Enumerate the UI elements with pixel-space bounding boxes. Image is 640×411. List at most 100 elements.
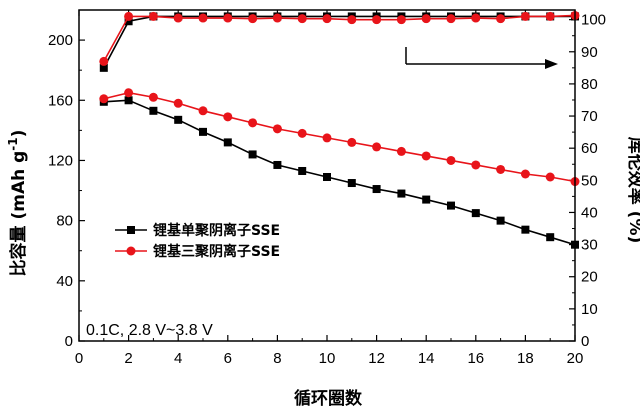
black-capacity-point xyxy=(471,209,480,218)
red-capacity-point xyxy=(148,92,158,102)
red-efficiency-point xyxy=(446,14,456,24)
black-capacity-point xyxy=(347,179,356,188)
red-capacity-point xyxy=(173,98,183,108)
red-capacity-point xyxy=(372,142,382,152)
red-efficiency-point xyxy=(471,13,481,23)
red-capacity-point xyxy=(223,112,233,122)
x-tick-label: 4 xyxy=(174,350,182,367)
red-efficiency-point xyxy=(124,11,134,21)
legend-marker-circle xyxy=(126,246,136,256)
black-capacity-point xyxy=(422,195,431,204)
legend-label-black: 锂基单聚阴离子SSE xyxy=(153,222,280,239)
x-tick-label: 6 xyxy=(224,350,232,367)
x-tick-label: 8 xyxy=(273,350,281,367)
left-y-tick-label: 160 xyxy=(48,92,73,109)
red-capacity-point xyxy=(545,172,555,182)
red-capacity-point xyxy=(198,106,208,116)
red-efficiency-point xyxy=(173,13,183,23)
left-y-axis-title: 比容量 (mAh g-1) xyxy=(6,130,29,277)
red-efficiency-point xyxy=(347,15,357,25)
red-efficiency-point xyxy=(421,14,431,24)
left-y-tick-label: 200 xyxy=(48,32,73,49)
red-capacity-point xyxy=(347,137,357,147)
condition-annotation: 0.1C, 2.8 V~3.8 V xyxy=(86,322,213,339)
left-y-tick-label: 80 xyxy=(56,213,73,230)
legend-marker-square xyxy=(127,226,135,234)
left-y-tick-label: 40 xyxy=(56,273,73,290)
black-capacity-point xyxy=(546,233,555,242)
red-efficiency-point xyxy=(545,11,555,21)
black-capacity-point xyxy=(223,138,232,147)
black-capacity-point xyxy=(521,225,530,234)
x-axis-title: 循环圈数 xyxy=(294,388,363,409)
red-capacity-point xyxy=(421,151,431,161)
red-efficiency-point xyxy=(396,15,406,25)
black-capacity-line xyxy=(103,99,576,246)
legend-label-red: 锂基三聚阴离子SSE xyxy=(153,243,280,260)
red-efficiency-point xyxy=(496,14,506,24)
black-capacity-point xyxy=(397,189,406,198)
right-y-tick-label: 100 xyxy=(581,12,606,29)
series-layer xyxy=(99,10,580,249)
right-y-tick-label: 60 xyxy=(581,140,598,157)
black-capacity-point xyxy=(323,173,331,182)
red-efficiency-point xyxy=(148,11,158,21)
red-efficiency-point xyxy=(198,13,208,23)
left-y-axis-title-close: ) xyxy=(9,130,29,138)
red-capacity-point xyxy=(272,124,282,134)
right-y-tick-label: 20 xyxy=(581,269,598,286)
right-y-axis-title: 库伦效率 (%) xyxy=(625,137,640,244)
right-y-tick-label: 70 xyxy=(581,108,598,125)
red-capacity-point xyxy=(297,128,307,138)
red-capacity-point xyxy=(124,88,134,98)
black-efficiency-point xyxy=(99,63,108,72)
right-y-tick-label: 90 xyxy=(581,44,598,61)
left-y-axis-title-main: 比容量 (mAh g xyxy=(8,151,29,277)
red-efficiency-point xyxy=(248,14,258,24)
legend-item-red: 锂基三聚阴离子SSE xyxy=(115,243,280,260)
right-axis-arrow xyxy=(405,47,558,69)
x-tick-label: 0 xyxy=(75,350,83,367)
red-efficiency-line xyxy=(103,14,576,62)
black-capacity-point xyxy=(372,185,381,194)
red-efficiency-point xyxy=(99,56,109,66)
red-efficiency-point xyxy=(322,14,332,24)
red-efficiency-point xyxy=(520,11,530,21)
red-capacity-point xyxy=(99,94,109,104)
black-capacity-point xyxy=(149,106,158,115)
x-tick-label: 20 xyxy=(567,350,584,367)
red-capacity-point xyxy=(471,160,481,170)
plot-frame xyxy=(78,9,576,342)
right-y-tick-label: 0 xyxy=(581,333,589,350)
red-efficiency-point xyxy=(272,13,282,23)
black-capacity-point xyxy=(273,160,282,169)
x-tick-label: 2 xyxy=(124,350,132,367)
left-y-tick-label: 0 xyxy=(65,333,73,350)
black-efficiency-point xyxy=(124,17,133,26)
x-tick-label: 16 xyxy=(467,350,484,367)
arrow-head xyxy=(545,59,558,69)
right-y-tick-label: 80 xyxy=(581,76,598,93)
left-y-tick-label: 120 xyxy=(48,152,73,169)
red-efficiency-point xyxy=(297,14,307,24)
x-tick-label: 12 xyxy=(368,350,385,367)
text-layer: 0 2 4 6 8 10 12 14 16 18 2004080120160200010203040… xyxy=(48,12,606,367)
black-capacity-point xyxy=(298,166,307,175)
x-tick-label: 14 xyxy=(418,350,435,367)
red-efficiency-point xyxy=(372,15,382,25)
black-capacity-point xyxy=(248,150,257,159)
x-tick-label: 10 xyxy=(319,350,336,367)
red-capacity-point xyxy=(446,155,456,165)
red-capacity-point xyxy=(520,169,530,179)
black-capacity-point xyxy=(496,216,505,225)
right-y-tick-label: 40 xyxy=(581,204,598,221)
black-capacity-point xyxy=(199,127,207,136)
black-capacity-point xyxy=(174,115,183,124)
left-y-axis-title-superscript: -1 xyxy=(6,137,20,150)
red-capacity-point xyxy=(322,133,332,143)
red-capacity-point xyxy=(396,146,406,156)
black-capacity-point xyxy=(447,201,455,210)
black-efficiency-line xyxy=(103,15,575,69)
right-y-tick-label: 50 xyxy=(581,172,598,189)
